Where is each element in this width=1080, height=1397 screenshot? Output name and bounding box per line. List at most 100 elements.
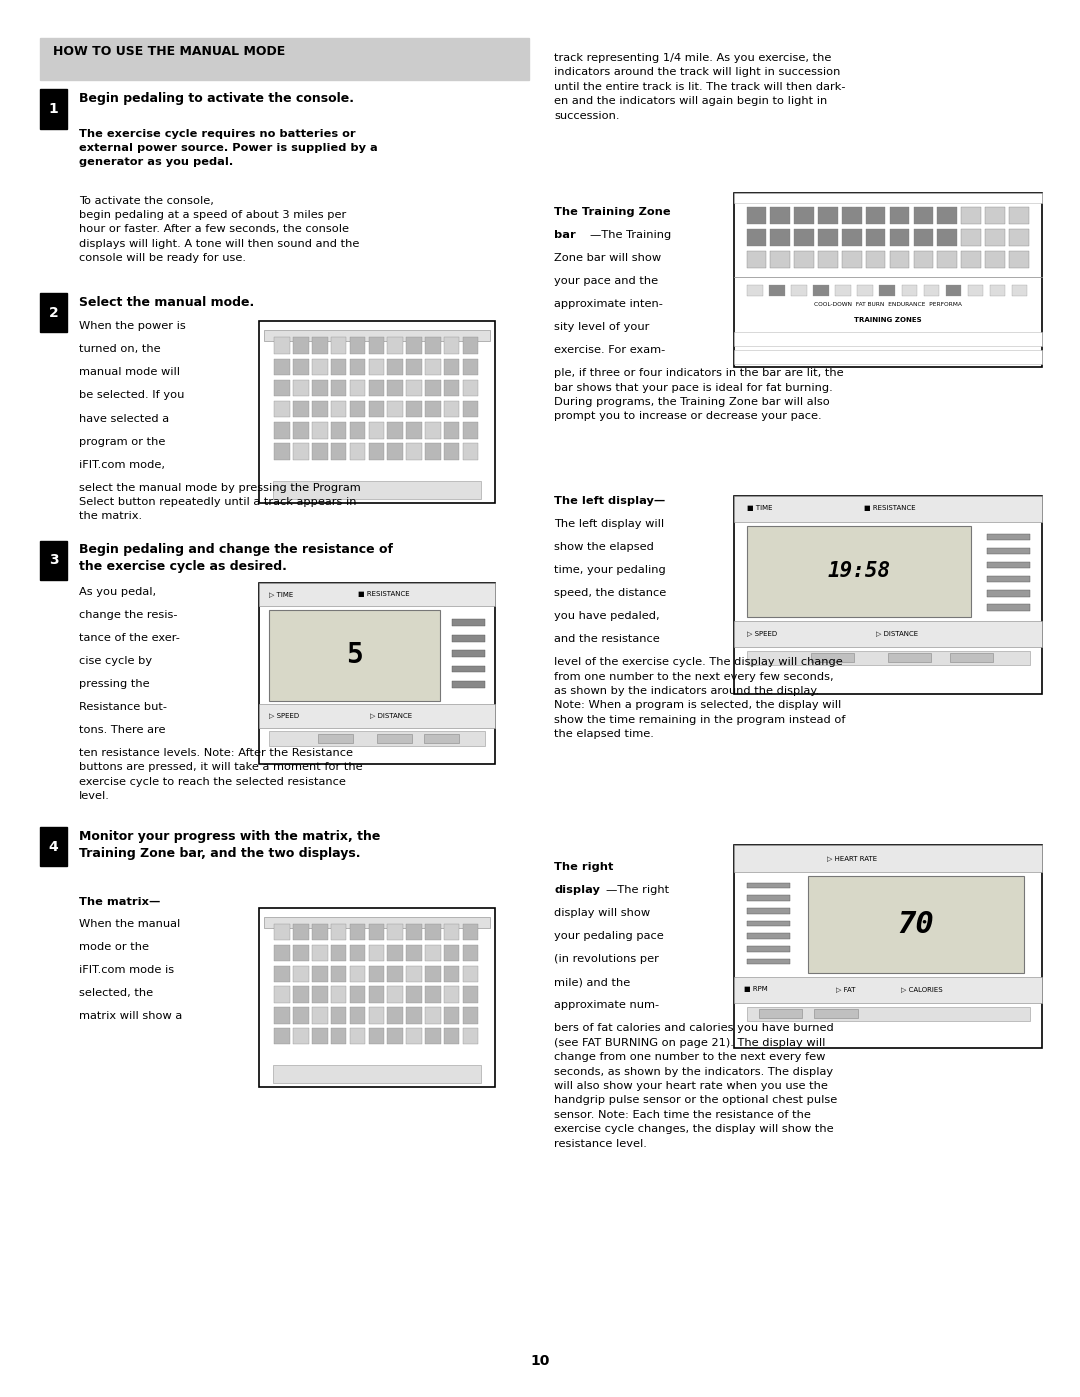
FancyBboxPatch shape (746, 908, 789, 914)
Text: you have pedaled,: you have pedaled, (554, 612, 660, 622)
FancyBboxPatch shape (444, 965, 459, 982)
Text: tance of the exer-: tance of the exer- (79, 633, 179, 643)
FancyBboxPatch shape (274, 422, 289, 439)
FancyBboxPatch shape (463, 1007, 478, 1024)
Text: The Training Zone: The Training Zone (554, 207, 671, 217)
Text: ■ RESISTANCE: ■ RESISTANCE (359, 591, 409, 597)
FancyBboxPatch shape (836, 285, 851, 296)
FancyBboxPatch shape (747, 285, 762, 296)
FancyBboxPatch shape (294, 944, 309, 961)
FancyBboxPatch shape (734, 845, 1042, 872)
FancyBboxPatch shape (890, 251, 909, 268)
FancyBboxPatch shape (734, 620, 1042, 647)
FancyBboxPatch shape (987, 548, 1030, 555)
Text: The right: The right (554, 862, 613, 872)
FancyBboxPatch shape (273, 481, 481, 499)
FancyBboxPatch shape (40, 38, 529, 80)
FancyBboxPatch shape (350, 965, 365, 982)
FancyBboxPatch shape (330, 944, 347, 961)
FancyBboxPatch shape (950, 652, 993, 662)
FancyBboxPatch shape (274, 380, 289, 397)
FancyBboxPatch shape (330, 1028, 347, 1045)
FancyBboxPatch shape (426, 944, 441, 961)
FancyBboxPatch shape (330, 380, 347, 397)
FancyBboxPatch shape (987, 534, 1030, 539)
FancyBboxPatch shape (985, 251, 1004, 268)
FancyBboxPatch shape (985, 207, 1004, 224)
FancyBboxPatch shape (312, 1007, 327, 1024)
FancyBboxPatch shape (444, 359, 459, 374)
Text: mode or the: mode or the (79, 942, 149, 953)
FancyBboxPatch shape (746, 651, 1030, 665)
Text: matrix will show a: matrix will show a (79, 1011, 183, 1021)
FancyBboxPatch shape (274, 443, 289, 460)
FancyBboxPatch shape (842, 229, 862, 246)
Text: pressing the: pressing the (79, 679, 149, 689)
Text: your pace and the: your pace and the (554, 277, 658, 286)
FancyBboxPatch shape (312, 923, 327, 940)
FancyBboxPatch shape (319, 735, 353, 743)
FancyBboxPatch shape (794, 207, 814, 224)
FancyBboxPatch shape (350, 443, 365, 460)
Text: ▷ SPEED: ▷ SPEED (269, 712, 299, 718)
FancyBboxPatch shape (1009, 229, 1028, 246)
FancyBboxPatch shape (444, 986, 459, 1003)
FancyBboxPatch shape (406, 1028, 422, 1045)
FancyBboxPatch shape (937, 207, 957, 224)
Text: time, your pedaling: time, your pedaling (554, 564, 665, 576)
Text: As you pedal,: As you pedal, (79, 587, 156, 597)
FancyBboxPatch shape (368, 923, 384, 940)
FancyBboxPatch shape (937, 229, 957, 246)
FancyBboxPatch shape (444, 443, 459, 460)
FancyBboxPatch shape (987, 590, 1030, 597)
FancyBboxPatch shape (312, 337, 327, 353)
FancyBboxPatch shape (444, 1028, 459, 1045)
FancyBboxPatch shape (330, 986, 347, 1003)
FancyBboxPatch shape (819, 251, 838, 268)
FancyBboxPatch shape (734, 977, 1042, 1003)
Text: Select the manual mode.: Select the manual mode. (79, 296, 254, 309)
FancyBboxPatch shape (444, 422, 459, 439)
FancyBboxPatch shape (746, 921, 789, 926)
FancyBboxPatch shape (746, 207, 766, 224)
FancyBboxPatch shape (463, 359, 478, 374)
Text: program or the: program or the (79, 436, 165, 447)
FancyBboxPatch shape (40, 541, 67, 580)
FancyBboxPatch shape (274, 965, 289, 982)
Text: The left display—: The left display— (554, 496, 665, 506)
FancyBboxPatch shape (888, 652, 931, 662)
FancyBboxPatch shape (330, 401, 347, 418)
FancyBboxPatch shape (330, 1007, 347, 1024)
FancyBboxPatch shape (330, 443, 347, 460)
Text: Zone bar will show: Zone bar will show (554, 253, 661, 263)
FancyBboxPatch shape (350, 944, 365, 961)
FancyBboxPatch shape (961, 229, 981, 246)
FancyBboxPatch shape (426, 380, 441, 397)
FancyBboxPatch shape (368, 944, 384, 961)
Text: ▷ TIME: ▷ TIME (269, 591, 293, 597)
FancyBboxPatch shape (406, 986, 422, 1003)
Text: display: display (554, 886, 599, 895)
FancyBboxPatch shape (759, 1010, 802, 1018)
FancyBboxPatch shape (426, 359, 441, 374)
Text: 3: 3 (49, 553, 58, 567)
FancyBboxPatch shape (312, 1028, 327, 1045)
FancyBboxPatch shape (858, 285, 873, 296)
FancyBboxPatch shape (987, 605, 1030, 610)
Text: 4: 4 (49, 840, 58, 854)
Text: turned on, the: turned on, the (79, 345, 161, 355)
FancyBboxPatch shape (734, 496, 1042, 521)
FancyBboxPatch shape (312, 380, 327, 397)
FancyBboxPatch shape (294, 422, 309, 439)
FancyBboxPatch shape (368, 443, 384, 460)
FancyBboxPatch shape (40, 293, 67, 332)
FancyBboxPatch shape (294, 923, 309, 940)
Text: When the power is: When the power is (79, 321, 186, 331)
FancyBboxPatch shape (312, 443, 327, 460)
Text: 70: 70 (897, 909, 934, 939)
FancyBboxPatch shape (350, 422, 365, 439)
FancyBboxPatch shape (388, 401, 403, 418)
FancyBboxPatch shape (273, 1066, 481, 1083)
Text: show the elapsed: show the elapsed (554, 542, 653, 552)
Text: mile) and the: mile) and the (554, 978, 631, 988)
